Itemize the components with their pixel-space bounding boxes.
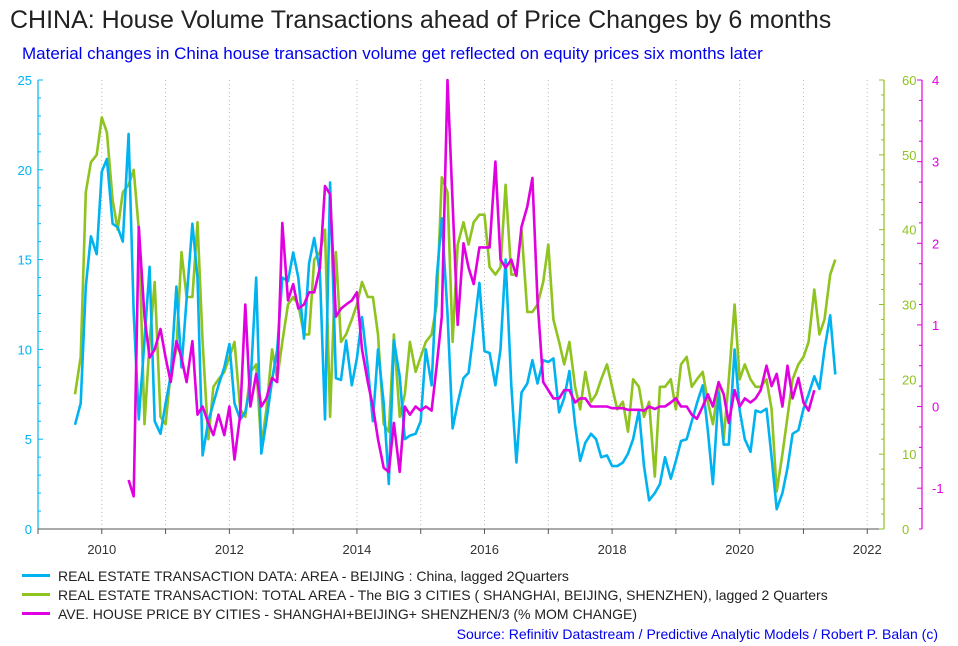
right-axis-2-tick-label: 0	[932, 400, 939, 415]
x-tick-label: 2018	[598, 542, 627, 557]
right-axis-2-tick-label: 3	[932, 155, 939, 170]
x-tick-label: 2020	[725, 542, 754, 557]
legend-label: REAL ESTATE TRANSACTION: TOTAL AREA - Th…	[58, 586, 828, 603]
right-axis-1-tick-label: 20	[902, 372, 916, 387]
right-axis-2-tick-label: 4	[932, 73, 939, 88]
right-axis-2-tick-label: -1	[932, 481, 944, 496]
chart-subtitle: Material changes in China house transact…	[22, 44, 763, 63]
legend: REAL ESTATE TRANSACTION DATA: AREA - BEI…	[22, 566, 828, 623]
left-tick-label: 20	[18, 163, 32, 178]
x-tick-label: 2014	[342, 542, 371, 557]
series-line-beijing-area	[73, 132, 837, 511]
left-tick-label: 15	[18, 253, 32, 268]
legend-swatch-cyan	[22, 574, 50, 577]
right-axis-1-tick-label: 40	[902, 223, 916, 238]
left-tick-label: 0	[25, 522, 32, 537]
right-axis-1-tick-label: 60	[902, 73, 916, 88]
series-lines	[73, 78, 837, 511]
legend-item-big3: REAL ESTATE TRANSACTION: TOTAL AREA - Th…	[22, 585, 828, 604]
x-tick-label: 2010	[87, 542, 116, 557]
source-note: Source: Refinitiv Datastream / Predictiv…	[456, 626, 938, 642]
right-axis-1-tick-label: 10	[902, 447, 916, 462]
series-line-big3-total-area	[73, 116, 837, 493]
chart-title: CHINA: House Volume Transactions ahead o…	[10, 6, 832, 34]
legend-swatch-green	[22, 593, 50, 596]
right-axis-1-tick-label: 0	[902, 522, 909, 537]
left-tick-label: 5	[25, 432, 32, 447]
right-axis-2-tick-label: 2	[932, 236, 939, 251]
legend-label: REAL ESTATE TRANSACTION DATA: AREA - BEI…	[58, 567, 569, 584]
legend-item-beijing: REAL ESTATE TRANSACTION DATA: AREA - BEI…	[22, 566, 828, 585]
left-tick-label: 10	[18, 342, 32, 357]
series-line-avg-house-price	[127, 78, 816, 498]
legend-label: AVE. HOUSE PRICE BY CITIES - SHANGHAI+BE…	[58, 605, 638, 622]
legend-swatch-magenta	[22, 612, 50, 615]
x-tick-label: 2012	[215, 542, 244, 557]
legend-item-price: AVE. HOUSE PRICE BY CITIES - SHANGHAI+BE…	[22, 604, 828, 623]
right-axis-2-tick-label: 1	[932, 318, 939, 333]
x-tick-label: 2022	[853, 542, 882, 557]
right-axis-1-tick-label: 30	[902, 298, 916, 313]
x-tick-label: 2016	[470, 542, 499, 557]
right-axis-1-tick-label: 50	[902, 148, 916, 163]
left-tick-label: 25	[18, 73, 32, 88]
